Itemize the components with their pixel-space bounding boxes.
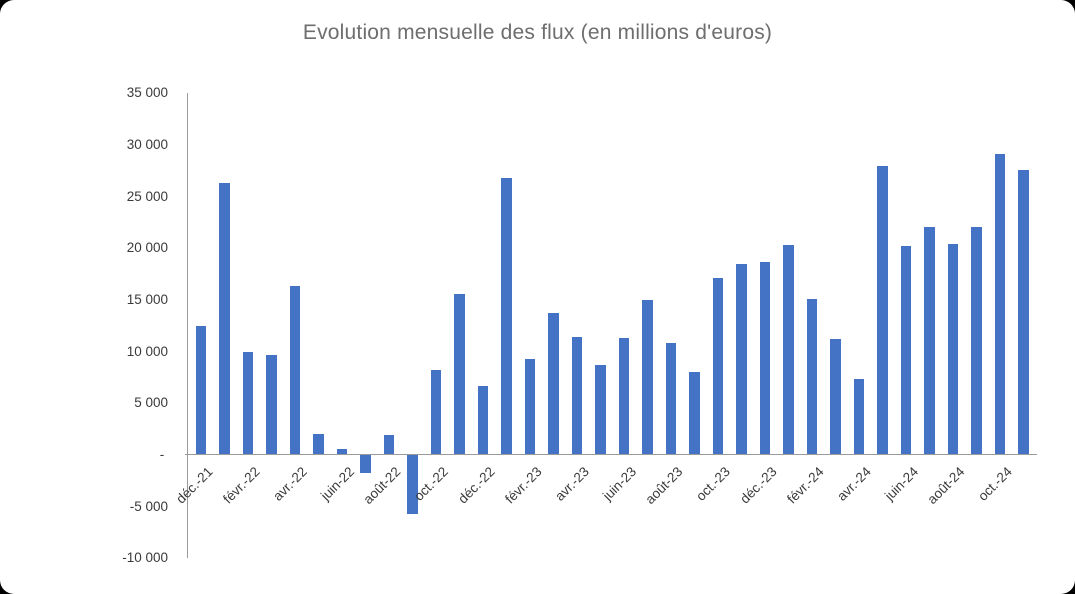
x-axis-tick-label: avr.-23 [552, 464, 592, 504]
x-axis-tick-label: août-23 [642, 464, 686, 507]
bar [477, 385, 489, 455]
bar [783, 245, 794, 455]
y-axis-tick-label: - [159, 447, 168, 462]
bar [877, 165, 888, 455]
bar [383, 435, 395, 455]
x-axis-tick-label: oct.-24 [975, 464, 1015, 504]
bar [501, 178, 512, 455]
bar [689, 372, 700, 455]
bar [759, 261, 771, 455]
x-axis-tick-label: févr.-22 [220, 464, 263, 507]
bar [971, 226, 982, 455]
x-axis-tick-label: juin-23 [599, 464, 639, 504]
bar [1018, 169, 1029, 455]
y-axis-tick-label: 20 000 [126, 240, 168, 256]
bar [947, 244, 959, 455]
y-axis-tick-label: 15 000 [126, 291, 168, 307]
bar [219, 183, 230, 455]
bar [924, 226, 935, 455]
bar [289, 285, 301, 455]
y-axis-tick-label: 30 000 [126, 136, 168, 152]
x-axis-line [185, 454, 1037, 455]
bar [665, 343, 677, 455]
bar [524, 358, 536, 455]
bar [853, 378, 865, 455]
bar [642, 299, 653, 455]
y-axis-tick-label: 25 000 [126, 188, 168, 204]
y-axis-line [187, 93, 188, 558]
bar [571, 337, 583, 455]
bar [830, 339, 841, 455]
bar [994, 154, 1006, 455]
x-axis-tick-label: juin-24 [881, 464, 921, 504]
x-axis-tick-label: déc.-21 [173, 464, 216, 507]
bar [736, 263, 747, 455]
x-axis-tick-label: oct.-23 [693, 464, 733, 504]
x-axis-tick-label: févr.-23 [502, 464, 545, 507]
bar [407, 455, 418, 514]
bar [900, 246, 912, 455]
bar [266, 354, 277, 455]
chart-title: Evolution mensuelle des flux (en million… [302, 21, 773, 44]
x-axis-tick-label: déc.-23 [737, 464, 780, 507]
y-axis-tick-label: 35 000 [126, 85, 168, 101]
bar [242, 351, 254, 455]
x-axis-tick-label: août-24 [924, 464, 968, 507]
bar [618, 338, 630, 455]
y-axis-tick-label: 5 000 [134, 395, 168, 411]
bar [712, 278, 724, 455]
y-axis-tick-label: -10 000 [122, 550, 168, 566]
bar [336, 448, 348, 455]
bar [360, 455, 371, 473]
x-axis-tick-label: juin-22 [317, 464, 357, 504]
x-axis-tick-label: avr.-24 [834, 464, 874, 504]
bar [806, 298, 818, 455]
bar [430, 370, 442, 455]
y-axis-tick-label: -5 000 [129, 498, 168, 514]
bar [454, 293, 465, 455]
bar [313, 434, 324, 455]
bar [595, 365, 606, 455]
bar [195, 325, 207, 455]
y-axis-tick-label: 10 000 [126, 343, 168, 359]
x-axis-tick-label: déc.-22 [455, 464, 498, 507]
x-axis-tick-label: avr.-22 [270, 464, 310, 504]
x-axis-tick-label: févr.-24 [784, 464, 827, 507]
bar [548, 313, 559, 455]
